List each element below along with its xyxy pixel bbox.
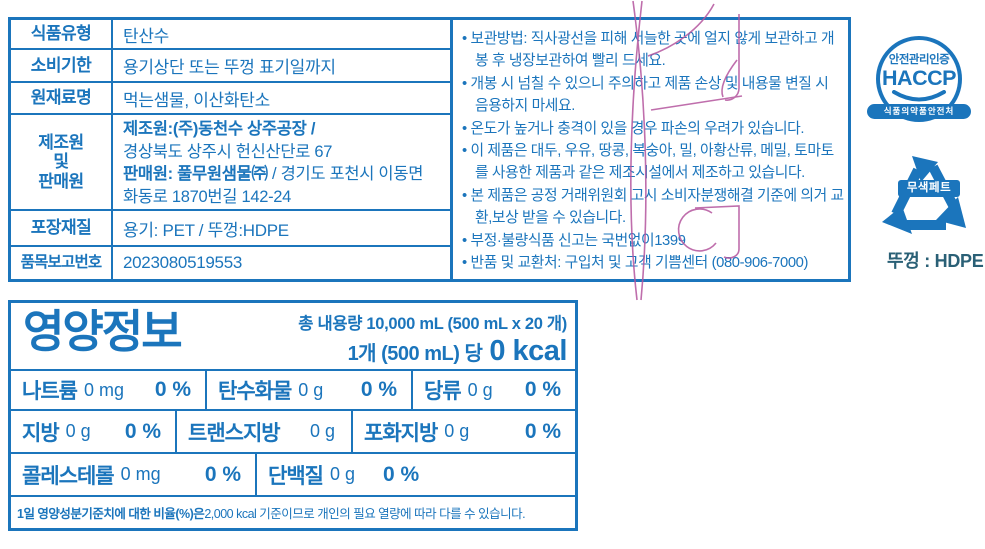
nutrient-cell-carbs: 탄수화물 0 g 0 % [207,371,413,409]
manufacturer-address: 경상북도 상주시 헌신산단로 67 [123,142,333,161]
notice-item: 온도가 높거나 충격이 있을 경우 파손의 우려가 있습니다. [462,118,844,140]
nutrient-cell-sat-fat: 포화지방 0 g 0 % [353,411,575,452]
notice-item: 이 제품은 대두, 우유, 땅콩, 복숭아, 밀, 아황산류, 메밀, 토마토를… [462,140,844,185]
footnote-rest: 2,000 kcal 기준이므로 개인의 필요 열량에 따라 다를 수 있습니다… [204,507,526,521]
nutrient-cell-fat: 지방 0 g 0 % [11,411,177,452]
nutrient-name: 당류 [424,380,462,403]
nutrition-row-2: 지방 0 g 0 % 트랜스지방 0 g 포화지방 0 g 0 % [11,409,575,452]
nutrient-cell-cholesterol: 콜레스테롤 0 mg 0 % [11,454,257,495]
nutrient-amount: 0 g [444,421,470,441]
info-label-manufacturer: 제조원 및 판매원 [11,115,111,209]
info-label-packaging: 포장재질 [11,211,111,245]
nutrient-amount: 0 g [309,421,335,441]
nutrient-amount: 0 mg [120,464,161,484]
info-label-report-number: 품목보고번호 [11,247,111,279]
nutrient-name: 단백질 [268,464,324,488]
info-value-ingredients: 먹는샘물, 이산화탄소 [113,83,450,113]
haccp-smile-icon [892,89,946,102]
info-value-manufacturer: 제조원:(주)동천수 상주공장 / 경상북도 상주시 헌신산단로 67 판매원:… [113,115,450,209]
nutrition-row-3: 콜레스테롤 0 mg 0 % 단백질 0 g 0 % [11,452,575,495]
storage-notices-list: 보관방법: 직사광선을 피해 서늘한 곳에 얼지 않게 보관하고 개봉 후 냉장… [453,20,848,279]
nutrition-title: 영양정보 [23,306,183,357]
nutrient-name: 나트륨 [22,380,78,403]
nutrient-amount: 0 g [298,379,324,400]
info-value-food-type: 탄산수 [113,20,450,48]
nutrient-name: 포화지방 [364,421,438,445]
product-info-box: 식품유형 탄산수 소비기한 용기상단 또는 뚜껑 표기일까지 원재료명 먹는샘물… [8,17,851,282]
nutrient-name: 트랜스지방 [188,421,281,445]
info-value-packaging: 용기: PET / 뚜껑:HDPE [113,211,450,245]
nutrition-row-1: 나트륨 0 mg 0 % 탄수화물 0 g 0 % 당류 0 g 0 % [11,369,575,409]
nutrition-header: 영양정보 총 내용량 10,000 mL (500 mL x 20 개) 1개 … [11,303,575,369]
per-unit-line: 1개 (500 mL) 당 0 kcal [298,335,568,368]
haccp-banner-text: 식품의약품안전처 [867,104,971,119]
per-unit-prefix: 1개 (500 mL) 당 [347,343,483,365]
nutrient-amount: 0 mg [83,379,124,400]
info-label-food-type: 식품유형 [11,20,111,48]
nutrient-dv: 0 % [524,378,561,401]
notice-item: 반품 및 교환처: 구입처 및 고객 기쁨센터 (080-906-7000) [462,252,844,274]
nutrient-dv: 0 % [383,462,420,486]
nutrient-cell-sodium: 나트륨 0 mg 0 % [11,371,207,409]
nutrient-cell-trans-fat: 트랜스지방 0 g [177,411,353,452]
recycling-arrows-icon: 무색페트 [876,150,970,236]
nutrient-dv: 0 % [204,462,241,486]
nutrient-dv: 0 % [124,419,161,443]
notice-item: 본 제품은 공정 거래위원회 고시 소비자분쟁해결 기준에 의거 교환,보상 받… [462,185,845,230]
nutrition-totals: 총 내용량 10,000 mL (500 mL x 20 개) 1개 (500 … [298,308,567,369]
nutrient-name: 지방 [22,421,60,445]
nutrient-amount: 0 g [65,421,91,441]
seller-name: 판매원: 풀무원샘물㈜ [123,165,268,183]
kcal-value: 0 kcal [489,335,567,367]
info-value-expiry: 용기상단 또는 뚜껑 표기일까지 [113,50,450,81]
product-info-table: 식품유형 탄산수 소비기한 용기상단 또는 뚜껑 표기일까지 원재료명 먹는샘물… [11,20,453,279]
haccp-seal-icon: 안전관리인증 HACCP 식품의약품안전처 [866,36,972,128]
haccp-name-text: HACCP [882,66,956,90]
nutrient-name: 탄수화물 [218,380,292,403]
manufacturer-name: 제조원:(주)동천수 상주공장 / [123,120,316,138]
info-label-expiry: 소비기한 [11,50,111,81]
nutrient-amount: 0 g [467,379,493,400]
seller-address-1: / 경기도 포천시 이동면 [267,165,424,183]
haccp-top-text: 안전관리인증 [888,54,950,66]
nutrient-cell-sugars: 당류 0 g 0 % [413,371,575,409]
nutrient-cell-protein: 단백질 0 g 0 % [257,454,575,495]
nutrient-dv: 0 % [360,378,397,401]
nutrient-dv: 0 % [524,419,561,443]
notice-item: 보관방법: 직사광선을 피해 서늘한 곳에 얼지 않게 보관하고 개봉 후 냉장… [462,28,844,73]
nutrient-dv: 0 % [154,378,191,401]
footnote-bold: 1일 영양성분기준치에 대한 비율(%)은 [17,507,205,521]
notice-item: 개봉 시 넘칠 수 있으니 주의하고 제품 손상 및 내용물 변질 시 음용하지… [462,73,844,118]
nutrition-facts-panel: 영양정보 총 내용량 10,000 mL (500 mL x 20 개) 1개 … [8,300,578,531]
nutrient-name: 콜레스테롤 [22,464,115,488]
total-volume-text: 총 내용량 10,000 mL (500 mL x 20 개) [298,315,567,333]
nutrition-footnote: 1일 영양성분기준치에 대한 비율(%)은 2,000 kcal 기준이므로 개… [11,495,575,528]
cap-material-caption: 뚜껑 : HDPE [887,251,984,271]
recycling-material-label: 무색페트 [898,180,960,197]
haccp-circle: 안전관리인증 HACCP [876,36,962,122]
nutrient-amount: 0 g [329,464,355,484]
seller-address-2: 화동로 1870번길 142-24 [123,187,292,206]
info-value-report-number: 2023080519553 [113,247,450,279]
notice-item: 부정·불량식품 신고는 국번없이1399 [462,230,844,252]
info-label-ingredients: 원재료명 [11,83,111,113]
